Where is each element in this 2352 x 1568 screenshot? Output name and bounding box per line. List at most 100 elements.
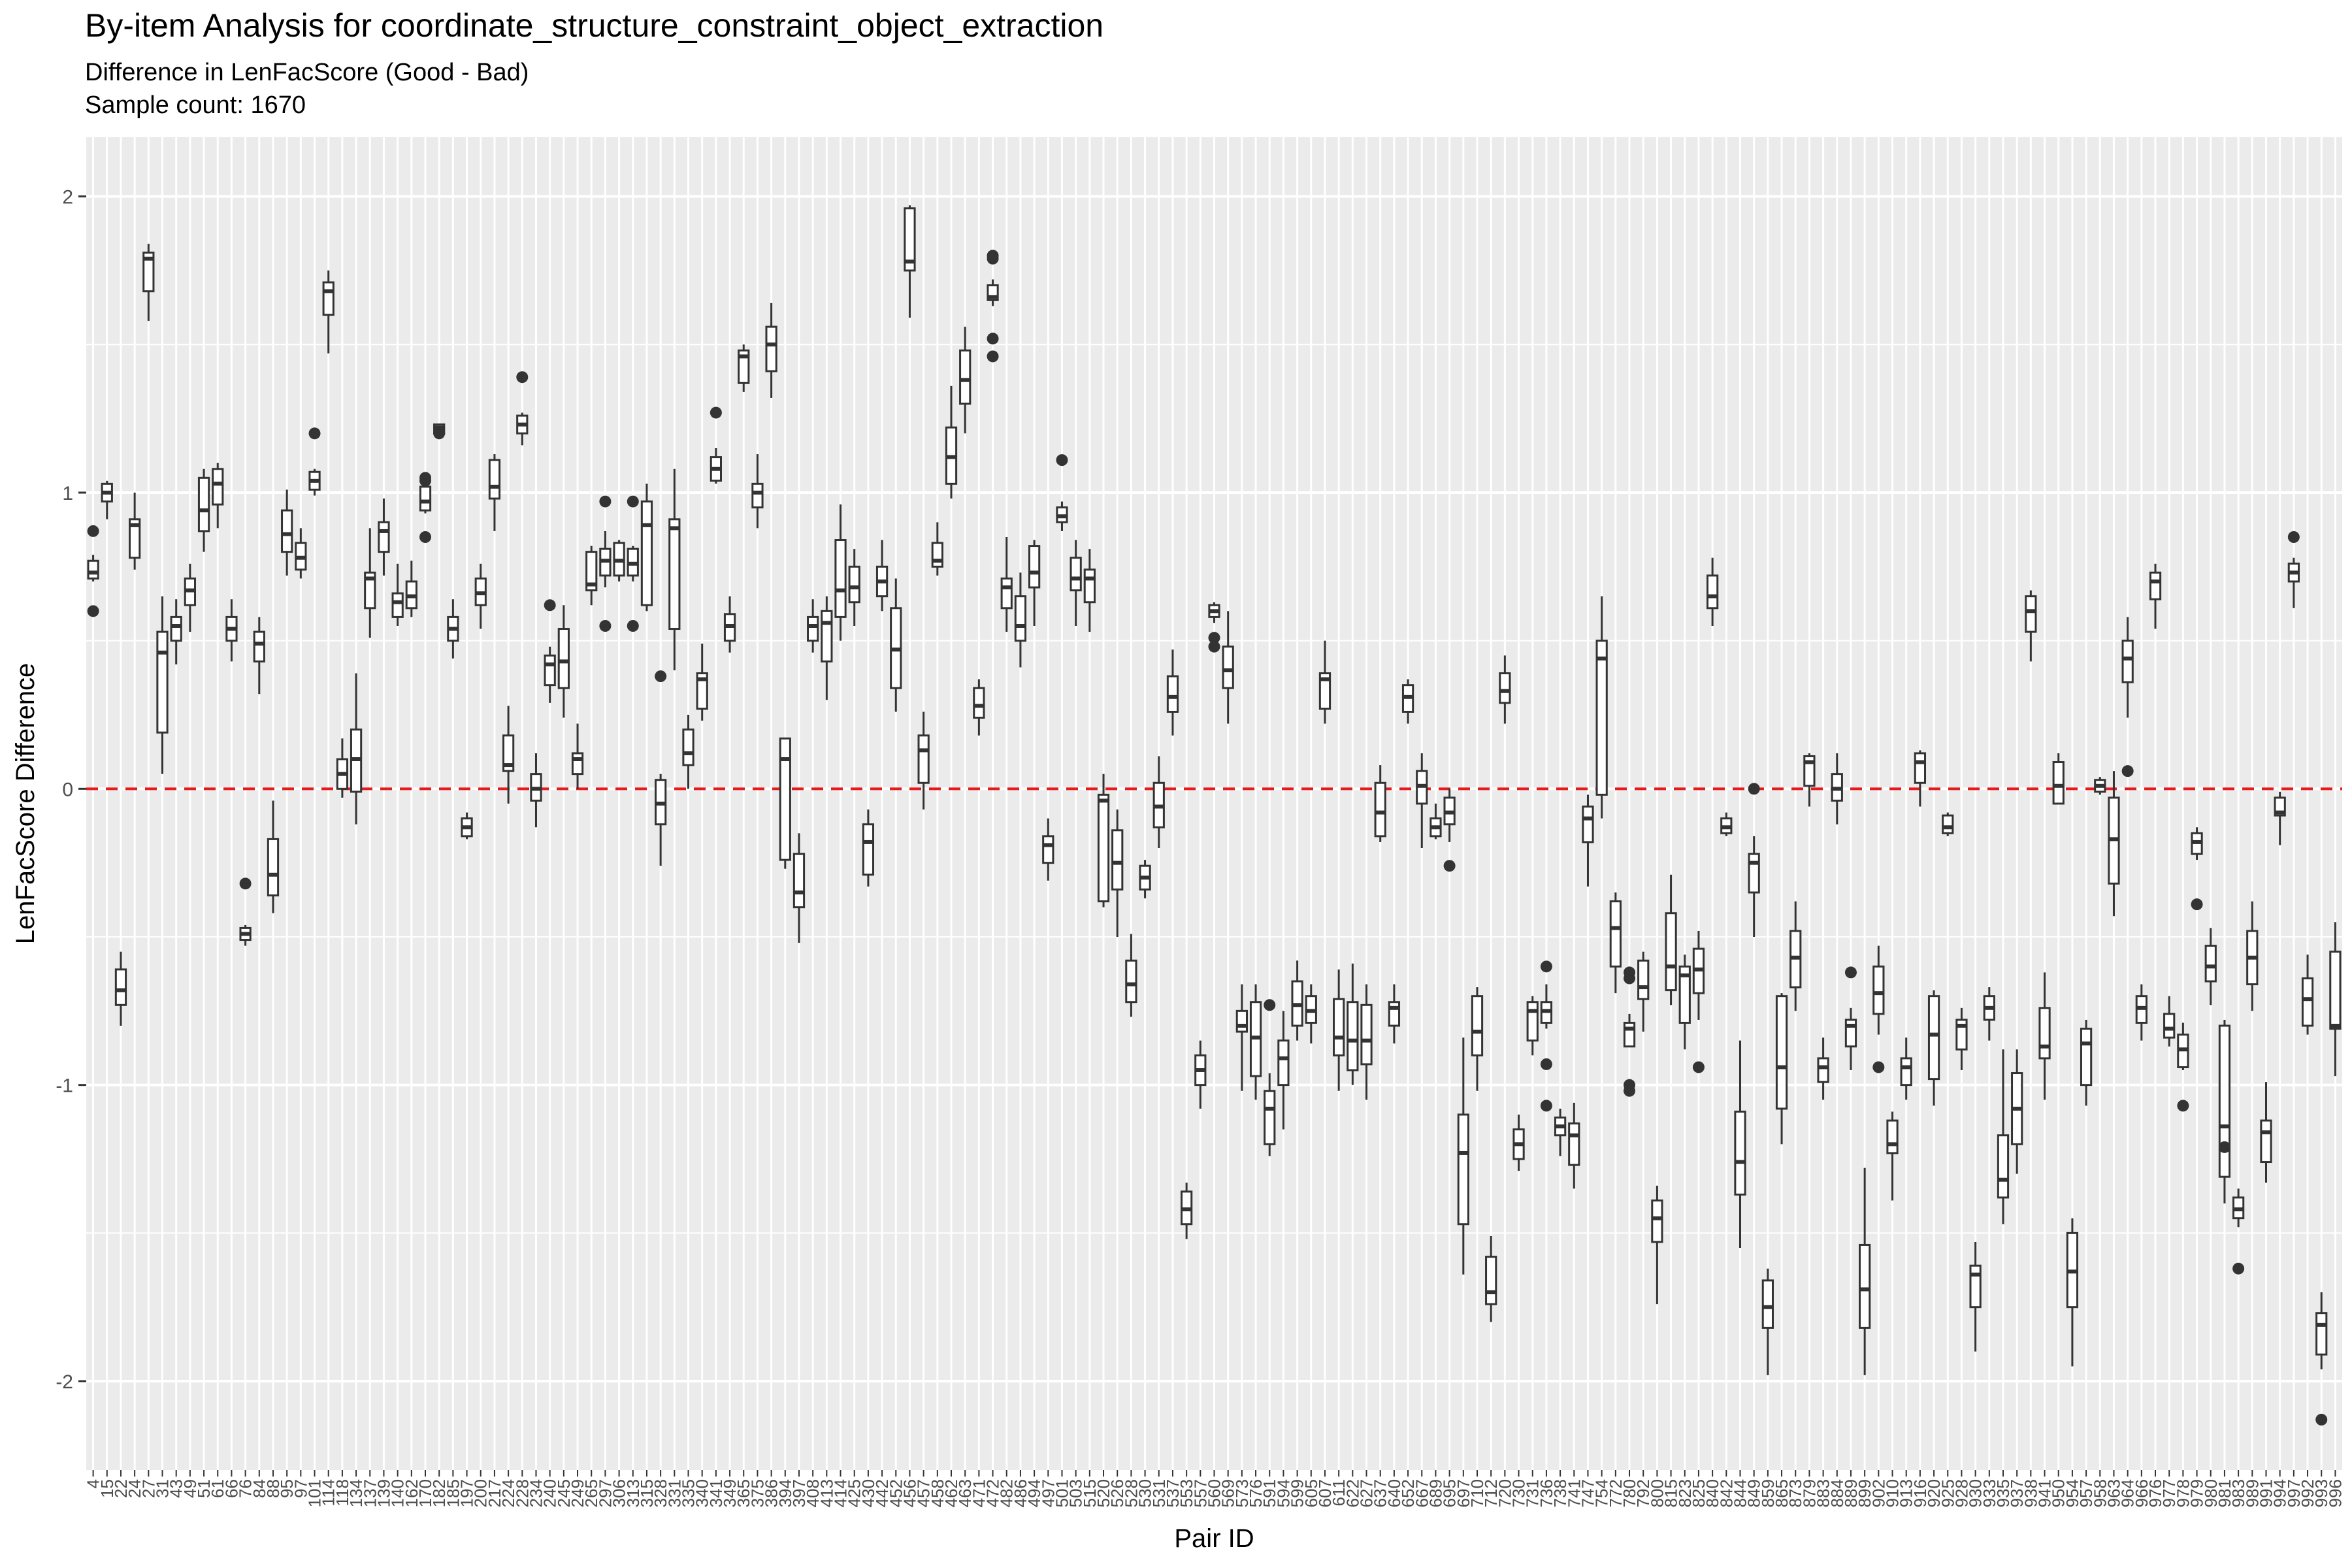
- x-tick-label: 573: [1232, 1479, 1252, 1507]
- box-item: [2218, 1019, 2231, 1203]
- box-outlier-point: [1748, 783, 1760, 795]
- box-item: [1166, 649, 1179, 736]
- box-outlier-point: [1540, 960, 1552, 973]
- box-item: [336, 738, 349, 798]
- x-tick-label: 471: [969, 1479, 988, 1507]
- box-item: [613, 540, 625, 581]
- box-item: [2149, 563, 2162, 629]
- box-outlier-point: [599, 495, 612, 508]
- box-iqr: [848, 565, 860, 604]
- box-iqr: [1457, 1113, 1469, 1226]
- x-tick-label: 736: [1537, 1479, 1556, 1507]
- x-tick-label: 913: [1897, 1479, 1916, 1507]
- box-iqr: [1166, 675, 1179, 713]
- x-tick-label: 741: [1564, 1479, 1584, 1507]
- box-item: [1042, 818, 1054, 881]
- x-axis-title: Pair ID: [1174, 1524, 1254, 1553]
- x-tick-label: 899: [1855, 1479, 1874, 1507]
- x-tick-label: 340: [693, 1479, 712, 1507]
- x-tick-label: 349: [720, 1479, 740, 1507]
- box-outlier-point: [308, 427, 321, 440]
- x-tick-label: 731: [1523, 1479, 1543, 1507]
- box-iqr: [779, 737, 791, 861]
- box-item: [2287, 531, 2300, 608]
- box-iqr: [1761, 1279, 1774, 1329]
- chart-title: By-item Analysis for coordinate_structur…: [85, 7, 1104, 44]
- box-iqr: [1678, 965, 1691, 1024]
- box-item: [2011, 1049, 2023, 1174]
- box-item: [2177, 1022, 2189, 1112]
- x-tick-label: 920: [1924, 1479, 1944, 1507]
- x-tick-label: 591: [1260, 1479, 1279, 1507]
- x-tick-label: 217: [485, 1479, 504, 1507]
- box-item: [1595, 596, 1608, 819]
- box-iqr: [1914, 752, 1927, 784]
- x-tick-label: 712: [1481, 1479, 1501, 1507]
- box-iqr: [1222, 645, 1234, 689]
- x-tick-label: 607: [1315, 1479, 1335, 1507]
- box-item: [1000, 537, 1013, 632]
- x-tick-label: 928: [1952, 1479, 1971, 1507]
- x-tick-label: 738: [1550, 1479, 1570, 1507]
- box-iqr: [129, 518, 141, 559]
- x-tick-label: 76: [236, 1479, 255, 1498]
- box-item: [170, 599, 182, 664]
- y-tick-label: -1: [56, 1075, 73, 1097]
- box-item: [350, 673, 363, 825]
- x-tick-label: 569: [1218, 1479, 1238, 1507]
- x-tick-label: 879: [1799, 1479, 1819, 1507]
- box-item: [890, 578, 902, 712]
- x-tick-label: 197: [457, 1479, 477, 1507]
- box-item: [1291, 960, 1303, 1041]
- box-iqr: [2025, 595, 2037, 633]
- box-iqr: [1582, 806, 1594, 843]
- x-tick-label: 697: [1454, 1479, 1473, 1507]
- x-tick-label: 720: [1495, 1479, 1514, 1507]
- x-tick-label: 652: [1398, 1479, 1418, 1507]
- x-tick-label: 497: [1038, 1479, 1058, 1507]
- box-item: [2066, 1218, 2079, 1367]
- x-tick-label: 883: [1814, 1479, 1833, 1507]
- box-item: [1803, 753, 1816, 807]
- box-iqr: [1886, 1119, 1899, 1154]
- box-item: [1914, 750, 1927, 807]
- x-tick-label: 689: [1426, 1479, 1445, 1507]
- box-item: [2191, 827, 2203, 911]
- box-iqr: [322, 281, 335, 316]
- x-tick-label: 594: [1273, 1479, 1293, 1507]
- x-tick-label: 992: [2298, 1479, 2317, 1507]
- box-item: [1775, 993, 1788, 1145]
- box-iqr: [364, 571, 376, 610]
- box-item: [710, 406, 723, 484]
- box-item: [571, 723, 584, 789]
- x-tick-label: 930: [1966, 1479, 1985, 1507]
- box-item: [2163, 996, 2176, 1047]
- box-item: [834, 504, 847, 641]
- box-iqr: [267, 838, 280, 897]
- grid-layer: [86, 137, 2342, 1470]
- box-iqr: [1748, 853, 1760, 894]
- box-iqr: [792, 853, 806, 909]
- x-tick-label: 980: [2201, 1479, 2221, 1507]
- box-iqr: [959, 349, 972, 405]
- x-tick-label: 386: [762, 1479, 781, 1507]
- x-tick-label: 873: [1786, 1479, 1805, 1507]
- box-outlier-point: [655, 670, 667, 683]
- x-tick-label: 884: [1827, 1479, 1847, 1507]
- box-iqr: [2260, 1119, 2272, 1164]
- box-item: [1360, 984, 1373, 1100]
- box-iqr: [1028, 545, 1041, 589]
- box-outlier-point: [1264, 999, 1276, 1011]
- box-item: [1264, 999, 1276, 1156]
- box-iqr: [170, 615, 182, 642]
- x-tick-label: 977: [2159, 1479, 2179, 1507]
- box-item: [1485, 1235, 1497, 1322]
- box-iqr: [1997, 1134, 2010, 1199]
- box-item: [1388, 984, 1401, 1044]
- x-tick-label: 557: [1190, 1479, 1210, 1507]
- box-item: [364, 528, 376, 638]
- x-tick-label: 463: [955, 1479, 975, 1507]
- box-item: [1457, 1037, 1469, 1275]
- box-item: [599, 495, 612, 632]
- x-tick-label: 730: [1509, 1479, 1529, 1507]
